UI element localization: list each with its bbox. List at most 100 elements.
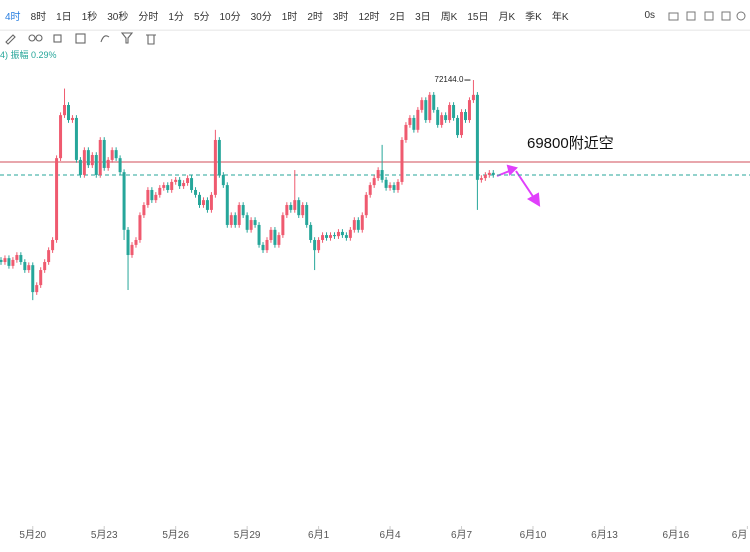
x-tick-label: 6月1	[308, 529, 330, 541]
candle-body	[138, 215, 142, 240]
interval-button[interactable]: 10分	[219, 11, 241, 23]
candle-body	[233, 215, 237, 225]
countdown: 0s	[644, 9, 655, 21]
candle-body	[186, 178, 190, 183]
candle-body	[245, 215, 249, 230]
candle-body	[456, 117, 460, 136]
candle-body	[213, 139, 217, 195]
candle-body	[336, 231, 340, 237]
interval-button[interactable]: 3时	[332, 11, 349, 23]
candle-body	[82, 150, 86, 175]
candle-body	[237, 205, 241, 225]
interval-button[interactable]: 3日	[415, 11, 431, 23]
interval-button[interactable]: 12时	[358, 11, 380, 23]
candle-body	[452, 105, 456, 118]
candle-body	[39, 270, 43, 286]
candle-body	[182, 182, 186, 187]
candle-body	[158, 187, 162, 195]
legend-text: 4) 振幅 0.29%	[0, 49, 57, 60]
candle-body	[444, 115, 448, 121]
candle-body	[170, 181, 174, 190]
candle-body	[178, 179, 182, 187]
candle-body	[463, 111, 467, 121]
x-tick-label: 6月13	[591, 529, 618, 541]
candle-body	[297, 200, 301, 216]
x-tick-label: 6月10	[520, 529, 547, 541]
max-price-label: 72144.0	[435, 75, 464, 84]
interval-button[interactable]: 4时	[5, 11, 21, 23]
interval-button[interactable]: 2日	[389, 11, 406, 23]
x-tick-label: 5月20	[19, 529, 46, 541]
interval-button[interactable]: 2时	[307, 11, 323, 23]
interval-button[interactable]: 月K	[498, 11, 516, 23]
candle-body	[356, 220, 360, 230]
interval-button[interactable]: 30秒	[107, 11, 129, 23]
candle-body	[142, 205, 146, 216]
candle-body	[460, 111, 464, 136]
interval-button[interactable]: 15日	[467, 11, 489, 23]
interval-button[interactable]: 30分	[250, 11, 272, 23]
x-tick-label: 6月16	[663, 529, 690, 541]
candle-body	[424, 100, 428, 121]
candle-body	[162, 185, 166, 188]
candle-body	[412, 117, 416, 130]
interval-button[interactable]: 1分	[168, 11, 184, 23]
interval-button[interactable]: 季K	[525, 11, 542, 23]
candle-body	[118, 158, 122, 173]
x-tick-label: 5月26	[162, 529, 189, 541]
candle-body	[0, 259, 3, 263]
candle-body	[269, 229, 273, 240]
candle-body	[313, 239, 317, 251]
candle-body	[309, 224, 313, 240]
right-tools	[668, 11, 746, 21]
candle-body	[380, 170, 384, 180]
candle-body	[94, 155, 98, 175]
interval-button[interactable]: 1时	[281, 11, 298, 23]
candle-body	[7, 258, 11, 266]
candle-body	[487, 172, 491, 175]
candle-body	[201, 200, 205, 206]
candle-body	[344, 235, 348, 238]
candle-body	[43, 262, 47, 271]
candle-body	[416, 109, 420, 130]
candle-body	[261, 244, 265, 251]
candle-body	[74, 117, 78, 160]
candle-body	[364, 194, 368, 216]
candle-body	[225, 185, 229, 225]
candle-body	[3, 258, 7, 263]
candle-body	[194, 189, 198, 195]
candle-body	[198, 194, 201, 206]
x-tick-label: 6月4	[379, 529, 401, 541]
candle-body	[289, 205, 293, 210]
candle-body	[15, 255, 19, 260]
candle-body	[471, 94, 475, 101]
candle-body	[408, 117, 412, 125]
interval-button[interactable]: 周K	[440, 11, 458, 23]
drawing-tools	[5, 32, 156, 45]
candle-body	[372, 178, 376, 186]
candle-body	[432, 94, 436, 110]
candle-body	[404, 124, 408, 140]
interval-button[interactable]: 1秒	[81, 11, 98, 23]
interval-button[interactable]: 8时	[30, 11, 47, 23]
candle-body	[35, 285, 39, 293]
candle-body	[23, 262, 27, 271]
interval-button[interactable]: 分时	[138, 11, 159, 23]
candle-body	[229, 215, 233, 225]
x-tick-label: 5月29	[234, 529, 261, 541]
candle-body	[475, 94, 479, 180]
candle-body	[448, 105, 452, 121]
candle-body	[376, 170, 380, 179]
candle-body	[150, 189, 154, 201]
candle-body	[47, 250, 51, 263]
interval-button[interactable]: 5分	[193, 11, 210, 23]
interval-button[interactable]: 1日	[56, 11, 72, 23]
candle-body	[332, 235, 336, 237]
candle-body	[360, 215, 364, 230]
candle-body	[352, 220, 356, 230]
candle-body	[388, 185, 392, 188]
interval-button[interactable]: 年K	[551, 11, 569, 23]
candle-body	[217, 139, 221, 175]
candle-body	[277, 235, 281, 245]
